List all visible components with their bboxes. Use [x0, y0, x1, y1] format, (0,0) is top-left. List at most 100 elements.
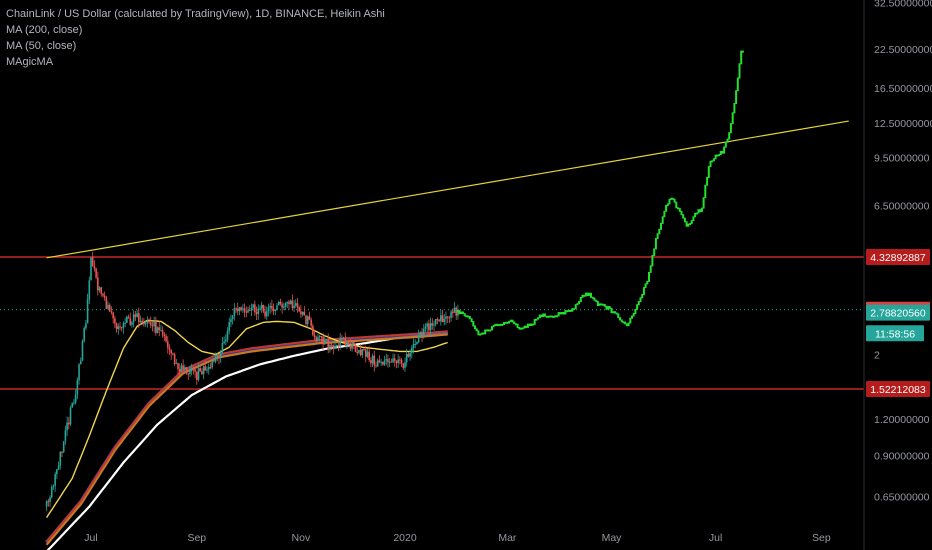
projection-bar [671, 197, 674, 200]
projection-bar [535, 318, 538, 321]
candle-body [289, 300, 292, 304]
candle-body [347, 341, 350, 345]
projection-bar [677, 207, 679, 210]
projection-bar [644, 283, 647, 289]
candle-body [364, 349, 367, 357]
candle-body [267, 307, 270, 312]
price-tag [866, 249, 930, 265]
candle-body [197, 368, 200, 380]
projection-bar [543, 313, 546, 317]
candle-body [325, 339, 328, 341]
candle-body [291, 300, 294, 308]
projection-bar [706, 176, 709, 186]
candle-body [49, 497, 51, 502]
candle-body [131, 322, 133, 325]
projection-bar [668, 198, 671, 205]
projection-bar [620, 319, 623, 323]
candle-body [315, 337, 318, 341]
candle-body [252, 304, 254, 308]
projection-bar [642, 287, 645, 296]
projection-bar [458, 310, 461, 315]
projection-bar [619, 317, 621, 321]
candle-body [397, 359, 399, 363]
candle-body [231, 316, 234, 320]
candle-body [161, 330, 164, 335]
candle-body [149, 322, 152, 325]
candle-body [105, 297, 108, 309]
projection-bar [474, 325, 476, 330]
magic-ma-line-b [45, 333, 448, 546]
projection-bar [718, 154, 720, 157]
candle-body [376, 360, 379, 367]
projection-bar [584, 292, 587, 297]
projection-bar [567, 309, 570, 312]
projection-bar [460, 311, 463, 315]
projection-bar [586, 292, 589, 297]
candle-body [213, 360, 215, 362]
projection-bar [511, 319, 514, 323]
projection-bar [723, 146, 726, 154]
candle-body [102, 293, 104, 296]
candle-body [151, 324, 154, 327]
projection-bar [484, 329, 487, 335]
projection-bar [726, 138, 729, 143]
projection-bar [699, 209, 702, 213]
x-axis: Jul Sep Nov 2020 Mar May Jul Sep [84, 532, 831, 544]
projection-bar [660, 222, 662, 230]
candle-body [279, 302, 282, 305]
projection-bar [711, 160, 714, 163]
projection-bar [658, 228, 661, 235]
candle-body [112, 312, 114, 319]
candle-body [368, 351, 370, 361]
candle-body [107, 304, 109, 309]
candle-body [137, 313, 140, 323]
candle-body [158, 327, 161, 331]
projection-bar [521, 327, 524, 330]
candle-body [271, 305, 273, 309]
candle-body [265, 311, 268, 317]
projection-bar [639, 297, 642, 303]
candle-body [126, 316, 128, 323]
candle-body [189, 371, 191, 374]
candle-body [259, 308, 261, 310]
projection-bar [661, 216, 664, 224]
projection-bar [569, 309, 572, 312]
candle-body [441, 315, 444, 323]
trendline-layer [46, 120, 849, 259]
candle-body [411, 347, 413, 353]
candle-body [202, 366, 205, 375]
y-tick-label: 2 [874, 350, 880, 362]
candle-body [103, 295, 106, 298]
candle-body [108, 304, 111, 312]
candle-body [180, 365, 183, 372]
candle-body [339, 338, 341, 347]
x-tick-label: May [602, 532, 623, 544]
candle-body [127, 316, 130, 319]
candle-body [419, 331, 422, 336]
projection-bar [520, 327, 522, 330]
candle-body [226, 330, 229, 340]
candle-body [353, 341, 355, 345]
candle-body [390, 361, 393, 363]
candle-body [235, 308, 237, 310]
projection-bar [526, 323, 529, 328]
candle-body [219, 351, 222, 359]
projection-bar [731, 112, 734, 125]
candle-body [85, 323, 87, 329]
projection-bar [649, 265, 652, 273]
candle-body [110, 311, 113, 313]
candle-body [119, 326, 121, 328]
candle-body [296, 303, 299, 308]
candle-body [293, 305, 295, 308]
candle-body [172, 353, 174, 355]
projection-bar [513, 321, 516, 325]
candle-body [69, 407, 72, 425]
projection-bar [583, 294, 586, 297]
candle-body [361, 349, 364, 356]
projection-bar [738, 63, 741, 79]
candle-body [73, 402, 75, 404]
candle-body [178, 368, 181, 372]
legend-title: ChainLink / US Dollar (calculated by Tra… [6, 8, 385, 20]
